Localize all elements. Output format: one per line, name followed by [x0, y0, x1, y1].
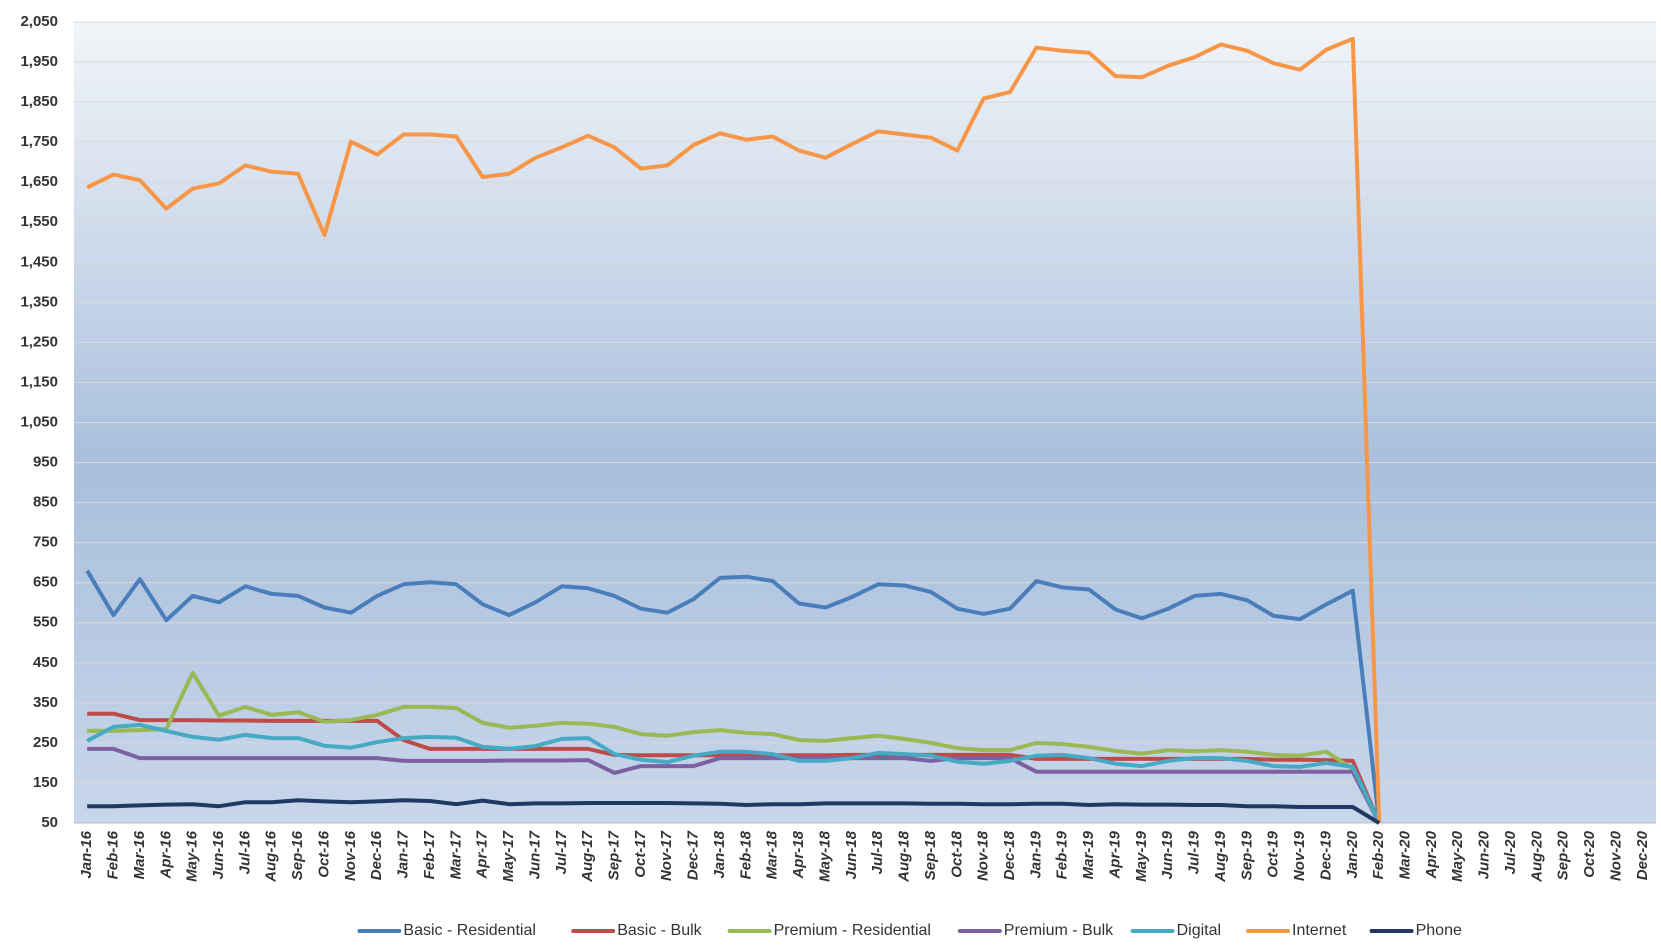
- series-line: [87, 670, 1381, 824]
- x-tick-label: Jun-17: [526, 830, 543, 879]
- series-line: [86, 36, 1382, 824]
- x-tick-label: Jan-20: [1344, 830, 1361, 878]
- y-tick-label: 50: [41, 814, 58, 831]
- y-tick-label: 2,050: [20, 13, 58, 30]
- x-tick-label: Feb-17: [421, 830, 438, 879]
- x-tick-label: Jun-20: [1476, 830, 1493, 879]
- x-tick-label: Apr-20: [1423, 830, 1440, 879]
- y-tick-label: 1,250: [20, 333, 58, 350]
- y-tick-label: 1,150: [20, 373, 58, 390]
- x-tick-label: Dec-18: [1001, 830, 1018, 880]
- y-tick-label: 150: [33, 774, 58, 791]
- x-tick-label: Apr-18: [790, 830, 807, 879]
- x-tick-label: Apr-17: [474, 830, 491, 879]
- x-tick-label: Oct-20: [1581, 830, 1598, 877]
- x-tick-label: Sep-16: [289, 830, 306, 880]
- x-tick-label: Sep-17: [605, 830, 622, 880]
- x-tick-label: Nov-20: [1607, 830, 1624, 881]
- series-line: [87, 711, 1382, 824]
- y-tick-label: 1,950: [20, 53, 58, 70]
- y-tick-label: 1,750: [20, 133, 58, 150]
- x-tick-label: Oct-19: [1265, 830, 1282, 877]
- x-tick-label: Dec-20: [1634, 830, 1651, 880]
- x-tick-label: Aug-17: [579, 830, 596, 882]
- series-line: [87, 798, 1381, 825]
- x-tick-label: Jul-20: [1502, 830, 1519, 874]
- y-tick-label: 950: [33, 454, 58, 471]
- y-tick-label: 550: [33, 614, 58, 631]
- x-tick-label: Dec-16: [368, 830, 385, 880]
- x-tick-label: Mar-19: [1080, 830, 1097, 879]
- y-tick-label: 1,850: [20, 93, 58, 110]
- x-tick-label: Jun-19: [1159, 830, 1176, 879]
- x-tick-label: Nov-16: [342, 830, 359, 881]
- legend-label: Basic - Bulk: [617, 922, 702, 939]
- legend-label: Phone: [1416, 922, 1462, 939]
- x-tick-label: Oct-18: [948, 830, 965, 877]
- x-tick-label: Aug-19: [1212, 830, 1229, 882]
- x-tick-label: Feb-20: [1370, 830, 1387, 879]
- legend-label: Internet: [1292, 922, 1347, 939]
- x-tick-label: Jan-17: [395, 830, 412, 878]
- x-tick-label: Jul-18: [869, 830, 886, 874]
- x-tick-label: May-20: [1449, 830, 1466, 882]
- x-tick-label: Sep-20: [1555, 830, 1572, 880]
- x-tick-label: Jun-18: [843, 830, 860, 879]
- legend-label: Digital: [1177, 922, 1221, 939]
- x-tick-label: Nov-18: [975, 830, 992, 881]
- y-tick-label: 850: [33, 494, 58, 511]
- x-tick-label: Dec-19: [1317, 830, 1334, 880]
- y-tick-label: 650: [33, 574, 58, 591]
- x-tick-label: Apr-16: [157, 830, 174, 879]
- series-line: [87, 746, 1381, 824]
- x-tick-label: Jan-16: [78, 830, 95, 878]
- x-tick-label: Sep-18: [922, 830, 939, 880]
- x-tick-label: Aug-18: [896, 830, 913, 882]
- y-tick-label: 450: [33, 654, 58, 671]
- x-tick-label: May-17: [500, 830, 517, 882]
- x-tick-label: Sep-19: [1238, 830, 1255, 880]
- legend-label: Basic - Residential: [403, 922, 536, 939]
- legend-label: Premium - Bulk: [1004, 922, 1114, 939]
- x-tick-label: Oct-16: [315, 830, 332, 877]
- y-tick-label: 750: [33, 534, 58, 551]
- x-tick-label: Jul-19: [1186, 830, 1203, 874]
- x-tick-label: Mar-20: [1396, 830, 1413, 879]
- y-tick-label: 1,650: [20, 173, 58, 190]
- x-tick-label: Aug-20: [1528, 830, 1545, 882]
- x-tick-label: Mar-17: [447, 830, 464, 879]
- x-tick-label: Dec-17: [685, 830, 702, 880]
- x-tick-label: May-18: [816, 830, 833, 882]
- x-tick-label: Jul-17: [553, 830, 570, 874]
- y-tick-label: 250: [33, 734, 58, 751]
- x-tick-label: Nov-17: [658, 830, 675, 881]
- x-tick-label: Aug-16: [263, 830, 280, 882]
- series-line: [86, 722, 1382, 824]
- x-tick-label: Jan-19: [1027, 830, 1044, 878]
- x-tick-label: Feb-18: [737, 830, 754, 879]
- x-tick-label: Nov-19: [1291, 830, 1308, 881]
- x-tick-label: Mar-18: [764, 830, 781, 879]
- y-tick-label: 350: [33, 694, 58, 711]
- x-tick-label: Apr-19: [1106, 830, 1123, 879]
- x-tick-label: May-19: [1133, 830, 1150, 882]
- y-tick-label: 1,350: [20, 293, 58, 310]
- x-tick-label: Oct-17: [632, 830, 649, 877]
- x-tick-label: Jul-16: [236, 830, 253, 874]
- x-tick-label: Jun-16: [210, 830, 227, 879]
- series-line: [85, 569, 1382, 824]
- x-tick-label: Mar-16: [131, 830, 148, 879]
- x-tick-label: Feb-16: [105, 830, 122, 879]
- x-tick-label: May-16: [184, 830, 201, 882]
- y-tick-label: 1,550: [20, 213, 58, 230]
- x-tick-label: Jan-18: [711, 830, 728, 878]
- y-tick-label: 1,050: [20, 413, 58, 430]
- legend-label: Premium - Residential: [774, 922, 931, 939]
- y-tick-label: 1,450: [20, 253, 58, 270]
- x-tick-label: Feb-19: [1054, 830, 1071, 879]
